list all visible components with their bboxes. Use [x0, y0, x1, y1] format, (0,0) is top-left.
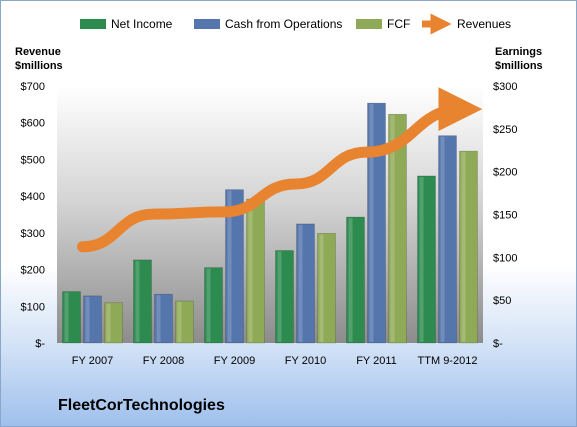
bar-net-income — [62, 291, 81, 344]
bar-net-income-highlight — [277, 251, 282, 342]
bar-cash-ops — [438, 135, 457, 344]
right-tick-label: $200 — [493, 167, 517, 179]
bar-fcf-highlight — [106, 303, 111, 342]
legend-label-net-income: Net Income — [111, 17, 173, 31]
bar-cash-ops — [154, 293, 173, 344]
legend: Net Income Cash from Operations FCF Reve… — [80, 13, 511, 35]
bar-net-income-highlight — [135, 260, 140, 342]
right-tick-label: $150 — [493, 210, 517, 222]
bar-net-income — [204, 267, 223, 344]
bar-fcf-highlight — [319, 234, 324, 342]
left-tick-label: $700 — [21, 81, 45, 93]
legend-label-cash-ops: Cash from Operations — [225, 17, 342, 31]
left-axis-ticks: $- $100 $200 $300 $400 $500 $600 $700 — [21, 81, 46, 350]
x-tick-label: FY 2010 — [285, 355, 326, 367]
legend-swatch-net-income — [80, 19, 106, 29]
legend-swatch-cash-ops — [194, 19, 220, 29]
right-tick-label: $100 — [493, 252, 517, 264]
right-tick-label: $300 — [493, 81, 517, 93]
bar-cash-ops — [225, 189, 244, 344]
bar-fcf-highlight — [248, 200, 253, 342]
x-axis-labels: FY 2007 FY 2008 FY 2009 FY 2010 FY 2011 TTM 9… — [72, 355, 478, 367]
bar-cash-ops-highlight — [227, 190, 232, 342]
revenues-line — [77, 87, 483, 253]
bar-net-income-highlight — [419, 176, 424, 342]
bar-fcf-highlight — [390, 115, 395, 343]
bar-net-income-highlight — [348, 218, 353, 342]
left-tick-label: $500 — [21, 154, 45, 166]
bar-fcf — [317, 233, 336, 344]
right-axis-title-line2: $millions — [495, 60, 543, 72]
left-tick-label: $100 — [21, 301, 45, 313]
right-tick-label: $250 — [493, 124, 517, 136]
bar-cash-ops-highlight — [85, 296, 90, 342]
bar-cash-ops — [83, 295, 102, 344]
x-tick-label: FY 2007 — [72, 355, 113, 367]
bar-cash-ops-highlight — [298, 224, 303, 342]
bar-net-income — [275, 250, 294, 344]
company-name: FleetCorTechnologies — [58, 397, 225, 414]
bar-fcf — [175, 300, 194, 344]
bar-net-income-highlight — [206, 268, 211, 342]
left-tick-label: $400 — [21, 191, 45, 203]
bar-fcf-highlight — [461, 152, 466, 342]
x-tick-label: FY 2009 — [214, 355, 255, 367]
bar-fcf-highlight — [177, 302, 182, 342]
left-axis-title-line2: $millions — [15, 60, 63, 72]
bar-cash-ops — [296, 223, 315, 344]
bar-cash-ops-highlight — [156, 295, 161, 342]
x-tick-label: TTM 9-2012 — [418, 355, 478, 367]
bar-net-income — [133, 259, 152, 344]
left-tick-label: $600 — [21, 118, 45, 130]
legend-label-revenues: Revenues — [457, 17, 511, 31]
bar-fcf — [104, 302, 123, 344]
left-tick-label: $- — [35, 338, 45, 350]
bar-net-income — [346, 216, 365, 344]
revenues-layer — [77, 87, 483, 253]
right-tick-label: $- — [493, 338, 503, 350]
bar-fcf — [459, 150, 478, 344]
bars-layer — [62, 102, 478, 344]
bar-cash-ops-highlight — [369, 104, 374, 342]
left-tick-label: $300 — [21, 228, 45, 240]
right-tick-label: $50 — [493, 295, 511, 307]
left-tick-label: $200 — [21, 265, 45, 277]
right-axis-title-line1: Earnings — [495, 46, 542, 58]
right-axis-ticks: $- $50 $100 $150 $200 $250 $300 — [493, 81, 517, 350]
x-tick-label: FY 2008 — [143, 355, 184, 367]
bar-net-income-highlight — [64, 292, 69, 342]
bar-fcf — [388, 113, 407, 344]
legend-swatch-fcf — [356, 19, 382, 29]
bar-cash-ops — [367, 102, 386, 344]
x-tick-label: FY 2011 — [356, 355, 397, 367]
legend-label-fcf: FCF — [387, 17, 410, 31]
left-axis-title-line1: Revenue — [15, 46, 61, 58]
bar-net-income — [417, 175, 436, 344]
bar-cash-ops-highlight — [440, 136, 445, 342]
